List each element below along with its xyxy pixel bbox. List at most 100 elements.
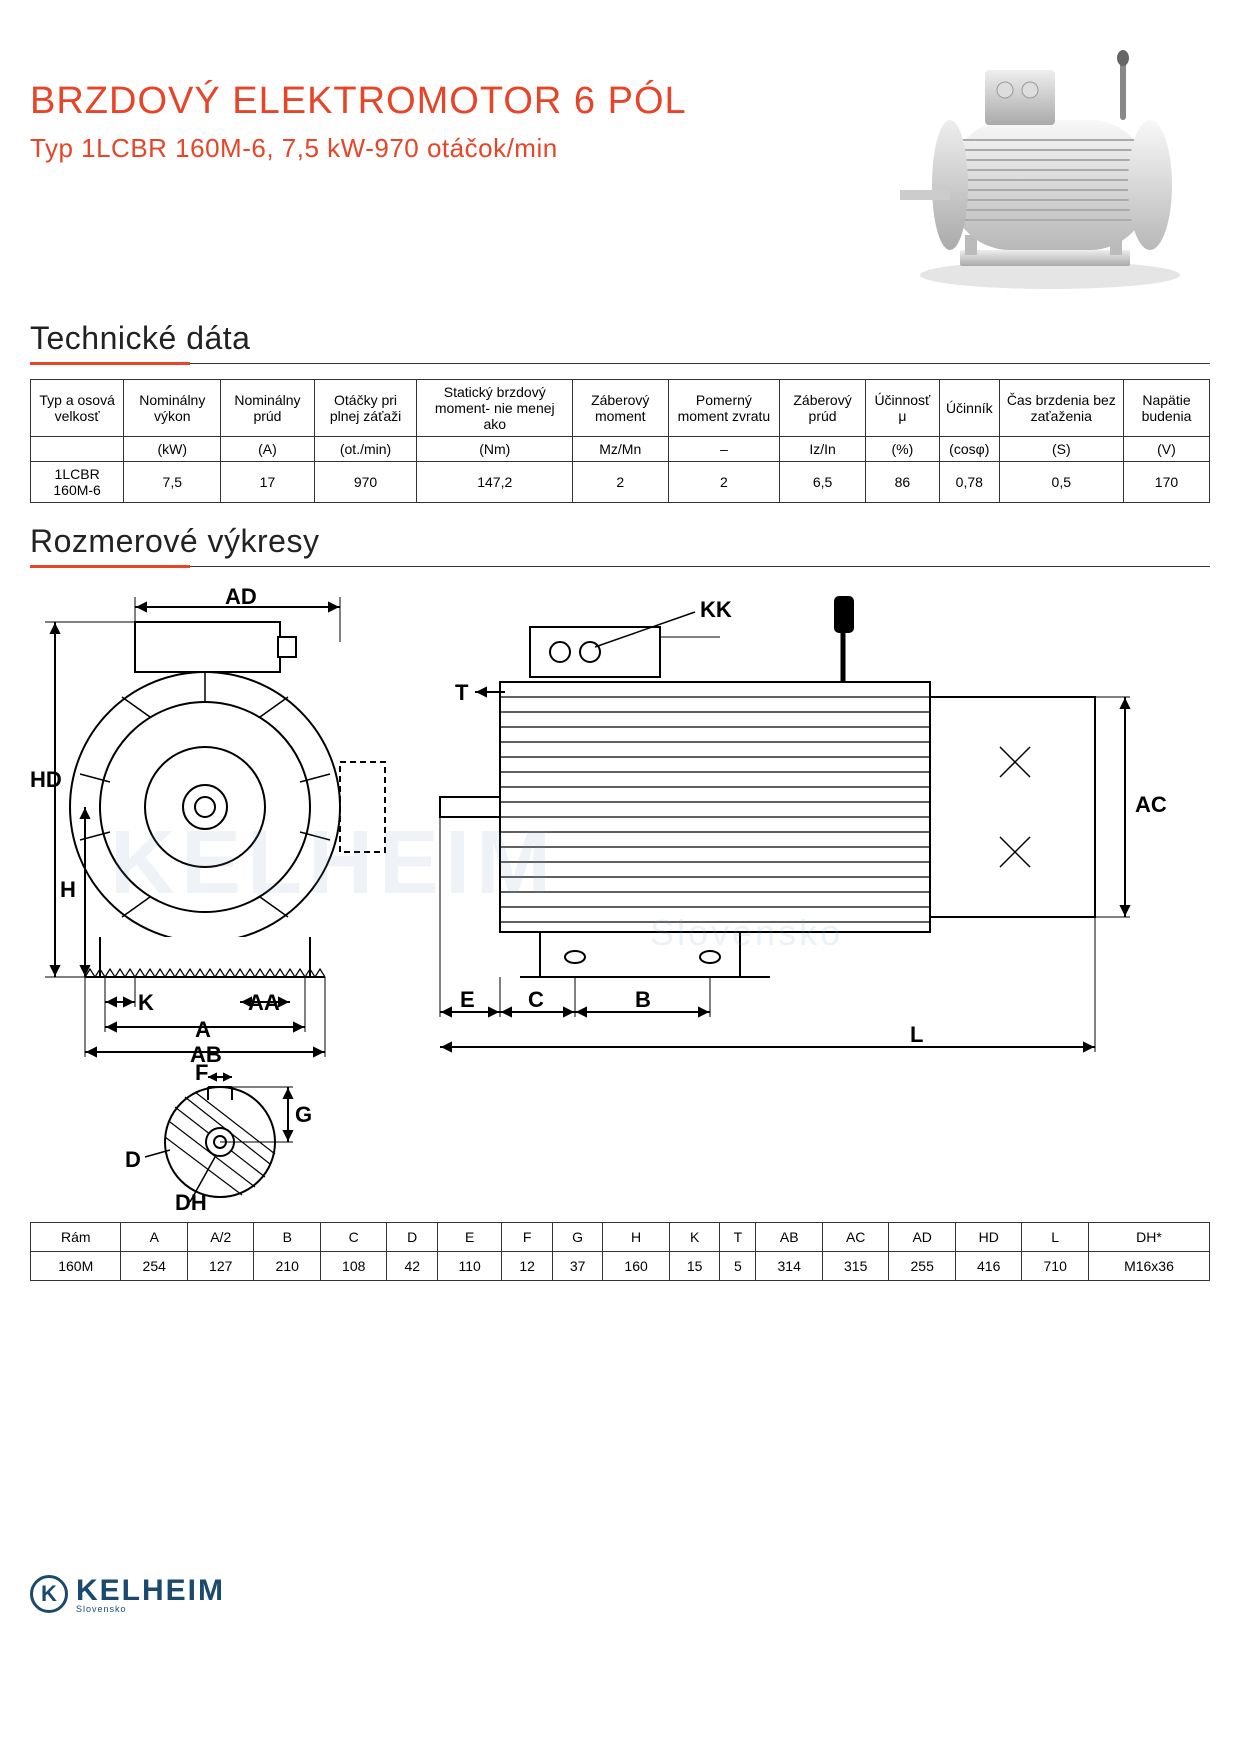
td: 37 <box>552 1252 603 1281</box>
th: K <box>669 1223 720 1252</box>
page-subtitle: Typ 1LCBR 160M-6, 7,5 kW-970 otáčok/min <box>30 133 687 164</box>
brand-logo-icon: K <box>30 1575 68 1613</box>
td: 315 <box>822 1252 889 1281</box>
dim-label-ad: AD <box>225 584 257 609</box>
th: F <box>502 1223 553 1252</box>
td: Mz/Mn <box>573 437 669 462</box>
table-data-row: 1LCBR 160M-6 7,5 17 970 147,2 2 2 6,5 86… <box>31 462 1210 503</box>
th: AD <box>889 1223 956 1252</box>
dim-label-k: K <box>138 990 154 1015</box>
dim-label-f: F <box>195 1060 208 1085</box>
td: 0,78 <box>939 462 999 503</box>
th: C <box>320 1223 387 1252</box>
dim-label-hd: HD <box>30 767 62 792</box>
td: (A) <box>221 437 314 462</box>
td: 127 <box>187 1252 254 1281</box>
dim-label-e: E <box>460 987 475 1012</box>
th: AB <box>756 1223 823 1252</box>
td: 170 <box>1123 462 1209 503</box>
td: (cosφ) <box>939 437 999 462</box>
td: 210 <box>254 1252 321 1281</box>
th: Účinnosť μ <box>865 380 939 437</box>
dim-label-t: T <box>455 680 469 705</box>
td: 147,2 <box>417 462 573 503</box>
th: Typ a osová velkosť <box>31 380 124 437</box>
dim-label-ac: AC <box>1135 792 1167 817</box>
dim-label-aa: AA <box>248 990 280 1015</box>
td: (kW) <box>124 437 221 462</box>
td: 12 <box>502 1252 553 1281</box>
title-block: BRZDOVÝ ELEKTROMOTOR 6 PÓL Typ 1LCBR 160… <box>30 40 687 164</box>
th: HD <box>955 1223 1022 1252</box>
td: 2 <box>573 462 669 503</box>
td: 2 <box>668 462 780 503</box>
th: Čas brzdenia bez zaťaženia <box>999 380 1123 437</box>
th: H <box>603 1223 670 1252</box>
page-title: BRZDOVÝ ELEKTROMOTOR 6 PÓL <box>30 80 687 123</box>
table-header-row: Rám A A/2 B C D E F G H K T AB AC AD HD … <box>31 1223 1210 1252</box>
td: 970 <box>314 462 417 503</box>
section-heading-technical: Technické dáta <box>30 320 1210 364</box>
section-heading-dimensions: Rozmerové výkresy <box>30 523 1210 567</box>
th: Záberový prúd <box>780 380 866 437</box>
technical-data-table: Typ a osová velkosť Nominálny výkon Nomi… <box>30 379 1210 503</box>
td: 710 <box>1022 1252 1089 1281</box>
th: G <box>552 1223 603 1252</box>
td: Iz/In <box>780 437 866 462</box>
th: Záberový moment <box>573 380 669 437</box>
dimensions-table: Rám A A/2 B C D E F G H K T AB AC AD HD … <box>30 1222 1210 1281</box>
dim-label-kk: KK <box>700 597 732 622</box>
td: 15 <box>669 1252 720 1281</box>
td: (Nm) <box>417 437 573 462</box>
td: 314 <box>756 1252 823 1281</box>
th: Pomerný moment zvratu <box>668 380 780 437</box>
th: AC <box>822 1223 889 1252</box>
td: 5 <box>720 1252 756 1281</box>
th: Rám <box>31 1223 121 1252</box>
dim-label-a: A <box>195 1017 211 1042</box>
td: 1LCBR 160M-6 <box>31 462 124 503</box>
td: 17 <box>221 462 314 503</box>
th: Statický brzdový moment- nie menej ako <box>417 380 573 437</box>
td: 108 <box>320 1252 387 1281</box>
td: 6,5 <box>780 462 866 503</box>
dim-label-b: B <box>635 987 651 1012</box>
footer: K KELHEIM Slovensko <box>30 1574 225 1614</box>
th: Nominálny výkon <box>124 380 221 437</box>
td: 110 <box>437 1252 501 1281</box>
td: M16x36 <box>1088 1252 1209 1281</box>
dim-label-c: C <box>528 987 544 1012</box>
th: D <box>387 1223 438 1252</box>
td: (V) <box>1123 437 1209 462</box>
th: E <box>437 1223 501 1252</box>
table-data-row: 160M 254 127 210 108 42 110 12 37 160 15… <box>31 1252 1210 1281</box>
table-units-row: (kW) (A) (ot./min) (Nm) Mz/Mn – Iz/In (%… <box>31 437 1210 462</box>
td <box>31 437 124 462</box>
td: 255 <box>889 1252 956 1281</box>
header: BRZDOVÝ ELEKTROMOTOR 6 PÓL Typ 1LCBR 160… <box>30 40 1210 300</box>
dimension-diagram: KELHEIM Slovensko <box>30 582 1210 1212</box>
th: DH* <box>1088 1223 1209 1252</box>
th: T <box>720 1223 756 1252</box>
dim-label-h: H <box>60 877 76 902</box>
th: B <box>254 1223 321 1252</box>
td: (ot./min) <box>314 437 417 462</box>
td: 86 <box>865 462 939 503</box>
dim-label-l: L <box>910 1022 923 1047</box>
th: L <box>1022 1223 1089 1252</box>
dim-label-d: D <box>125 1147 141 1172</box>
td: 160 <box>603 1252 670 1281</box>
table-header-row: Typ a osová velkosť Nominálny výkon Nomi… <box>31 380 1210 437</box>
th: Otáčky pri plnej záťaži <box>314 380 417 437</box>
brand-name: KELHEIM <box>76 1574 225 1608</box>
td: – <box>668 437 780 462</box>
td: (S) <box>999 437 1123 462</box>
td: 0,5 <box>999 462 1123 503</box>
th: Nominálny prúd <box>221 380 314 437</box>
td: 42 <box>387 1252 438 1281</box>
td: (%) <box>865 437 939 462</box>
td: 416 <box>955 1252 1022 1281</box>
th: A/2 <box>187 1223 254 1252</box>
td: 160M <box>31 1252 121 1281</box>
dim-label-g: G <box>295 1102 312 1127</box>
